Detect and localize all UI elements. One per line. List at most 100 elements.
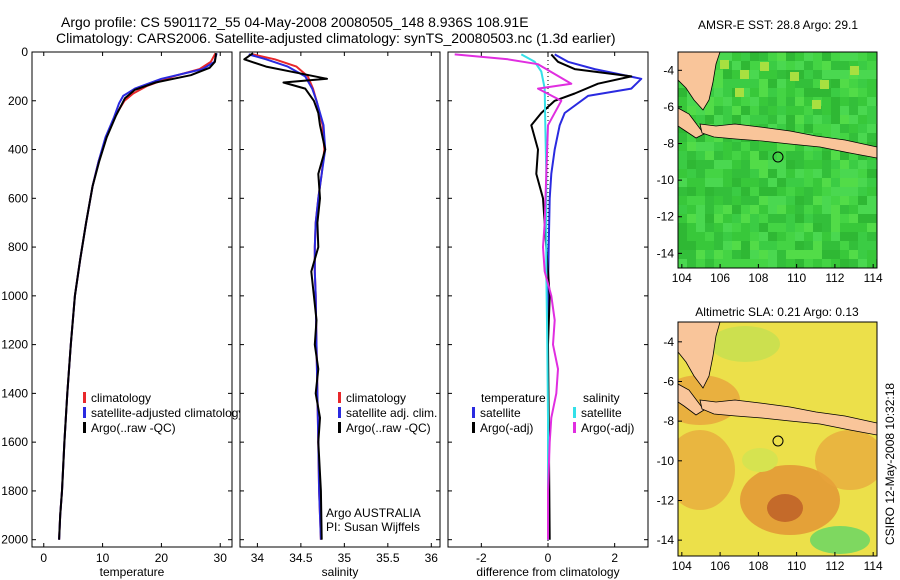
sst-cell [759,223,768,232]
sst-cell [687,241,696,250]
salinity-legend-1-label: satellite adj. clim. [346,406,437,420]
sst-cell [858,52,867,61]
sst-cell [858,241,867,250]
sla-hot-spot [767,494,803,522]
sst-cell [840,133,849,142]
sst-cell [750,61,759,70]
sla-green-patch-2 [810,526,870,554]
sst-cell [750,79,759,88]
sst-map-xtick-label: 110 [787,271,806,285]
sst-cell [687,169,696,178]
sst-cell [759,79,768,88]
depth-ytick-label: 2000 [1,533,28,547]
difference-legend: temperaturesatelliteArgo(-adj)salinitysa… [472,391,634,435]
sst-cell [858,115,867,124]
sst-cell [867,124,876,133]
sst-map-ytick-label: -8 [663,137,674,151]
sst-cell [777,160,786,169]
difference-legend-heading-temperature: temperature [481,391,546,405]
sst-cell [759,97,768,106]
sst-cell [687,178,696,187]
sst-cell [786,142,795,151]
sst-cell [732,106,741,115]
sst-cell [696,115,705,124]
sst-cell [768,259,777,268]
salinity-series-group [243,52,328,540]
sst-cell [741,196,750,205]
sst-cell [867,52,876,61]
sst-cell [822,250,831,259]
sst-cell [741,52,750,61]
sst-cell [849,241,858,250]
sst-cell [858,133,867,142]
sst-cell [840,52,849,61]
sst-cell [822,259,831,268]
sst-cell [768,187,777,196]
sst-cell [795,106,804,115]
depth-ytick-label: 800 [8,240,28,254]
sst-cell [786,151,795,160]
sst-cell [804,88,813,97]
sst-cell [867,97,876,106]
sst-cell [714,205,723,214]
sst-cell [723,205,732,214]
sst-cell [786,196,795,205]
sla-green-patch-3 [742,448,778,472]
sst-cell [804,97,813,106]
salinity-plot-area [239,51,441,548]
sst-cell [696,160,705,169]
sst-cell [732,115,741,124]
sst-cell [723,187,732,196]
sst-cell [804,106,813,115]
sst-cell [867,223,876,232]
sst-cell [759,196,768,205]
sla-land-borneo [678,322,721,389]
sst-cell [741,88,750,97]
sst-cell [768,88,777,97]
sst-cell [831,178,840,187]
temperature-legend-2-swatch [83,422,86,433]
sst-cell [831,223,840,232]
sst-cell [768,178,777,187]
sst-cell [705,187,714,196]
sst-cell [867,169,876,178]
sst-cell [813,232,822,241]
difference-series-3 [454,53,573,540]
sst-cell [813,241,822,250]
sst-cell [696,205,705,214]
sst-cell [840,79,849,88]
difference-series-group [454,53,643,540]
salinity-panel: 34 34.5 35 35.5 36 salinity climatologysatelli… [239,51,441,579]
sst-cell [768,214,777,223]
sst-cell [840,160,849,169]
sst-cell [831,187,840,196]
sst-cell [705,241,714,250]
sst-cell [849,151,858,160]
sst-cell [687,223,696,232]
sst-cell [732,196,741,205]
sst-cell [759,106,768,115]
sst-cell [795,223,804,232]
sst-cell [867,241,876,250]
sst-cell [741,61,750,70]
sst-cell [786,178,795,187]
sst-map [678,52,877,268]
sst-cell [804,196,813,205]
sst-cell [822,232,831,241]
title-line-1: Argo profile: CS 5901172_55 04-May-2008 … [61,14,529,30]
sst-cell [849,187,858,196]
sst-cell [804,70,813,79]
sst-cell [768,142,777,151]
sst-cell [723,169,732,178]
sst-cell [759,115,768,124]
difference-xtick-label: 2 [611,551,618,565]
sla-map-title: Altimetric SLA: 0.21 Argo: 0.13 [695,305,859,319]
sst-cell [732,151,741,160]
sst-cell [723,232,732,241]
depth-ytick-label: 1600 [1,435,28,449]
sst-cell [705,259,714,268]
sst-cell [741,151,750,160]
sst-cell [795,97,804,106]
sst-cell [723,115,732,124]
sst-cell [741,259,750,268]
